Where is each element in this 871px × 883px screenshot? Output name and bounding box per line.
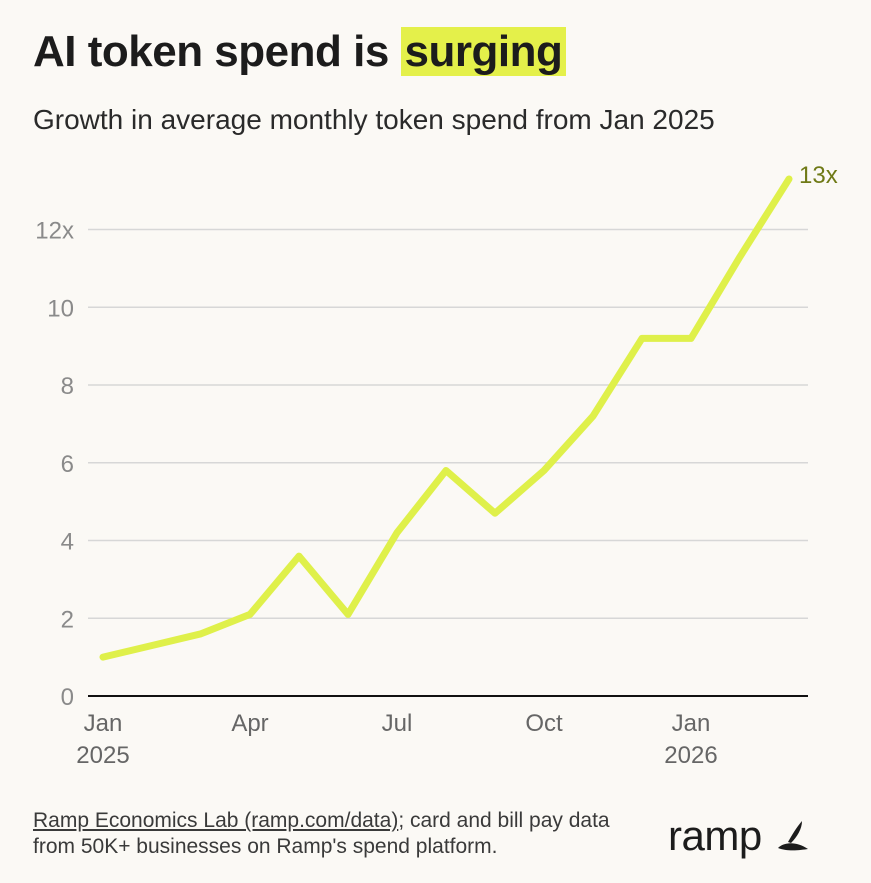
source-description: ; card and bill pay data from 50K+ busin… — [33, 809, 610, 858]
source-note: Ramp Economics Lab (ramp.com/data); card… — [33, 808, 633, 860]
end-value-label: 13x — [799, 162, 838, 189]
series-line — [99, 175, 793, 661]
ramp-leaf-icon — [777, 821, 808, 851]
x-tick-year-label: 2025 — [76, 742, 129, 769]
x-tick-label: Jan — [84, 710, 123, 737]
y-tick-label: 4 — [61, 529, 74, 556]
ramp-wordmark: ramp — [668, 812, 762, 859]
line-chart: 0 2 4 6 8 10 12x Jan 2025 Apr Jul Oct Jan 2026 13x — [35, 162, 838, 769]
x-tick-label: Oct — [525, 710, 563, 737]
x-tick-label: Jan — [672, 710, 711, 737]
chart-title: AI token spend is surging — [33, 22, 567, 82]
x-tick-label: Jul — [382, 710, 413, 737]
y-tick-label: 0 — [61, 684, 74, 711]
x-tick-label: Apr — [231, 710, 268, 737]
title-highlight: surging — [400, 27, 567, 76]
y-tick-label: 6 — [61, 451, 74, 478]
y-tick-label: 10 — [47, 295, 74, 322]
ramp-logo: ramp — [668, 812, 812, 860]
chart-subtitle: Growth in average monthly token spend fr… — [33, 104, 715, 135]
y-tick-label: 2 — [61, 606, 74, 633]
y-tick-label: 12x — [35, 218, 74, 245]
source-link[interactable]: Ramp Economics Lab (ramp.com/data) — [33, 809, 399, 832]
x-tick-year-label: 2026 — [664, 742, 717, 769]
y-tick-label: 8 — [61, 373, 74, 400]
title-prefix: AI token spend is — [33, 27, 401, 76]
